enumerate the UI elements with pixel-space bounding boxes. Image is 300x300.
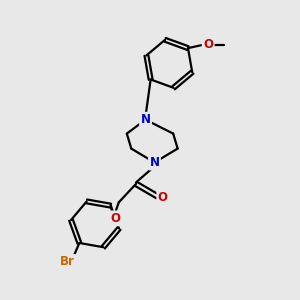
Text: O: O <box>158 191 168 204</box>
Text: O: O <box>111 212 121 225</box>
Text: Br: Br <box>60 256 75 268</box>
Text: N: N <box>140 113 151 126</box>
Text: N: N <box>149 156 160 169</box>
Text: O: O <box>203 38 213 51</box>
